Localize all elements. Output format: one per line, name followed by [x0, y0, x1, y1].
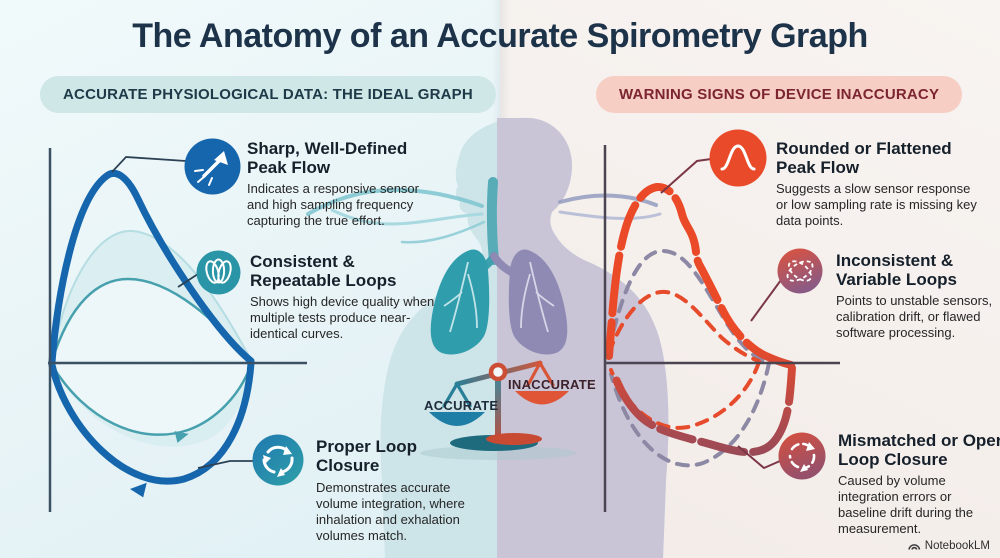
footer-watermark: NotebookLM [907, 540, 990, 552]
annotation-title: Sharp, Well-Defined Peak Flow [247, 139, 408, 178]
open-loop-icon [778, 432, 826, 485]
right-leader-lines [660, 158, 782, 470]
left-section-badge: ACCURATE PHYSIOLOGICAL DATA: THE IDEAL G… [40, 76, 496, 113]
rounded-peak-icon [709, 129, 767, 192]
annotation-title: Inconsistent & Variable Loops [836, 251, 957, 290]
page-title: The Anatomy of an Accurate Spirometry Gr… [132, 17, 868, 55]
annotation-title: Mismatched or Open Loop Closure [838, 431, 1000, 470]
ideal-loop-curve [48, 170, 255, 485]
scale-left-pan [429, 412, 485, 426]
inaccurate-graph-axes [603, 145, 840, 512]
scale-left-hanger [442, 382, 472, 408]
annotation-body: Demonstrates accurate volume integration… [316, 480, 465, 543]
balance-scale [420, 360, 576, 460]
notebooklm-logo-icon [908, 544, 921, 550]
annotation-title: Proper Loop Closure [316, 437, 418, 476]
left-lung [430, 249, 490, 355]
variable-loop-gray [607, 248, 771, 468]
breath-swirls [306, 188, 662, 244]
inaccurate-loop-graph [603, 145, 840, 512]
repeatable-loops-icon [196, 250, 241, 300]
variable-loops-icon [777, 248, 823, 299]
annotation-body: Points to unstable sensors, calibration … [836, 293, 993, 340]
distorted-loop-curve [605, 183, 796, 457]
annotation-title: Rounded or Flattened Peak Flow [776, 139, 952, 178]
footer-brand-label: NotebookLM [924, 540, 990, 552]
scale-right-pan [515, 391, 569, 405]
scale-inaccurate-label: INACCURATE [508, 377, 596, 392]
annotation-title: Consistent & Repeatable Loops [250, 252, 397, 291]
scale-accurate-label: ACCURATE [424, 398, 499, 413]
annotation-body: Caused by volume integration errors or b… [838, 473, 974, 536]
loop-closure-icon [252, 434, 304, 491]
ideal-loop-graph [48, 148, 307, 512]
peak-arrow-icon [184, 138, 241, 200]
right-section-badge: WARNING SIGNS OF DEVICE INACCURACY [596, 76, 963, 113]
left-leader-lines [111, 156, 254, 469]
annotation-body: Indicates a responsive sensor and high s… [247, 181, 419, 228]
right-lung [508, 249, 568, 355]
annotation-body: Shows high device quality when multiple … [250, 294, 435, 341]
ideal-graph-axes [48, 148, 307, 512]
lungs-illustration [430, 177, 568, 355]
annotation-body: Suggests a slow sensor response or low s… [776, 181, 977, 228]
silhouette-right-half [497, 118, 669, 558]
scale-right-hanger [526, 361, 555, 387]
